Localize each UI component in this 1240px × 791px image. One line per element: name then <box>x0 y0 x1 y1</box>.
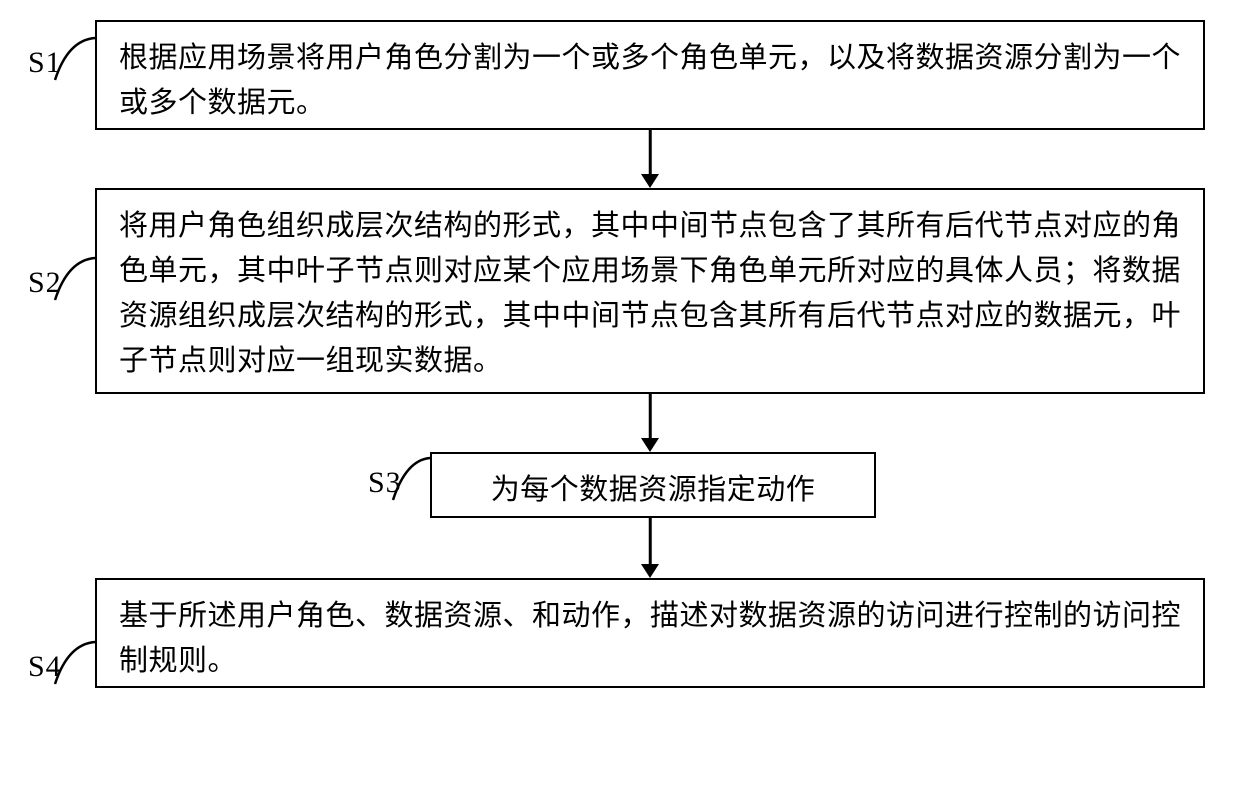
step-label-s1: S1 <box>28 46 62 80</box>
step-box-s4: 基于所述用户角色、数据资源、和动作，描述对数据资源的访问进行控制的访问控制规则。 <box>95 578 1205 688</box>
step-text-s3: 为每个数据资源指定动作 <box>491 474 816 506</box>
step-text-s2: 将用户角色组织成层次结构的形式，其中中间节点包含了其所有后代节点对应的角色单元，… <box>119 210 1181 377</box>
step-box-s1: 根据应用场景将用户角色分割为一个或多个角色单元，以及将数据资源分割为一个或多个数… <box>95 20 1205 130</box>
step-box-s3: 为每个数据资源指定动作 <box>430 452 876 518</box>
step-label-s3: S3 <box>368 466 402 500</box>
step-text-s4: 基于所述用户角色、数据资源、和动作，描述对数据资源的访问进行控制的访问控制规则。 <box>119 600 1181 677</box>
step-label-s2: S2 <box>28 266 62 300</box>
flowchart-container: S1 根据应用场景将用户角色分割为一个或多个角色单元，以及将数据资源分割为一个或… <box>0 0 1240 791</box>
step-label-s4: S4 <box>28 650 62 684</box>
step-box-s2: 将用户角色组织成层次结构的形式，其中中间节点包含了其所有后代节点对应的角色单元，… <box>95 188 1205 394</box>
step-text-s1: 根据应用场景将用户角色分割为一个或多个角色单元，以及将数据资源分割为一个或多个数… <box>119 42 1181 119</box>
